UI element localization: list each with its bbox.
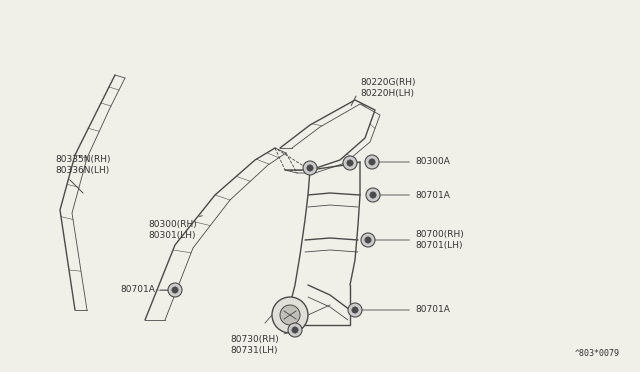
Circle shape	[366, 188, 380, 202]
Circle shape	[307, 165, 313, 171]
Text: 80335N(RH)
80336N(LH): 80335N(RH) 80336N(LH)	[55, 155, 111, 193]
Text: 80730(RH)
80731(LH): 80730(RH) 80731(LH)	[230, 331, 292, 355]
Text: 80701A: 80701A	[358, 305, 450, 314]
Circle shape	[352, 307, 358, 313]
Circle shape	[292, 327, 298, 333]
Circle shape	[361, 233, 375, 247]
Text: 80701A: 80701A	[120, 285, 172, 295]
Circle shape	[343, 156, 357, 170]
Circle shape	[168, 283, 182, 297]
Circle shape	[365, 155, 379, 169]
Circle shape	[272, 297, 308, 333]
Circle shape	[303, 161, 317, 175]
Circle shape	[280, 305, 300, 325]
Text: 80300A: 80300A	[375, 157, 450, 167]
Circle shape	[369, 159, 375, 165]
Text: 80300(RH)
80301(LH): 80300(RH) 80301(LH)	[148, 216, 202, 240]
Circle shape	[365, 237, 371, 243]
Circle shape	[288, 323, 302, 337]
Text: 80701A: 80701A	[376, 190, 450, 199]
Text: 80700(RH)
80701(LH): 80700(RH) 80701(LH)	[371, 230, 464, 250]
Circle shape	[348, 303, 362, 317]
Circle shape	[172, 287, 178, 293]
Circle shape	[347, 160, 353, 166]
Circle shape	[370, 192, 376, 198]
Text: ^803*0079: ^803*0079	[575, 349, 620, 358]
Text: 80220G(RH)
80220H(LH): 80220G(RH) 80220H(LH)	[351, 78, 415, 106]
